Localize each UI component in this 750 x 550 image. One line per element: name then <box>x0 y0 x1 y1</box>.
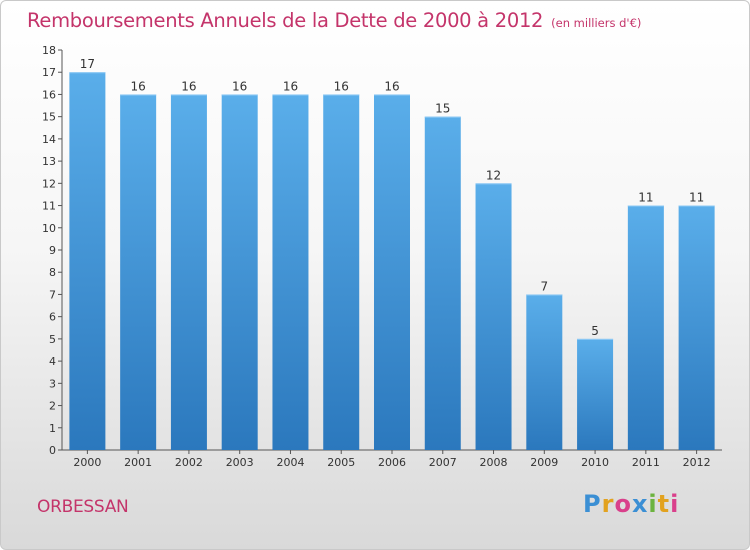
logo-letter: i <box>670 490 680 518</box>
y-tick-label: 3 <box>49 377 56 390</box>
unit-label: (en milliers d'€) <box>551 16 642 30</box>
bar <box>170 94 207 450</box>
x-tick-label: 2011 <box>632 456 660 469</box>
x-tick-label: 2005 <box>327 456 355 469</box>
title-text: Remboursements Annuels de la Dette de 20… <box>27 9 544 32</box>
value-label: 16 <box>131 79 146 93</box>
logo-letter: i <box>648 490 658 518</box>
x-tick-label: 2009 <box>530 456 558 469</box>
y-tick-label: 14 <box>42 133 56 146</box>
y-tick-label: 15 <box>42 111 56 124</box>
value-label: 7 <box>540 279 548 293</box>
x-tick-label: 2000 <box>73 456 101 469</box>
bar <box>69 72 106 450</box>
value-label: 12 <box>486 168 501 182</box>
logo-letter: r <box>601 490 615 518</box>
logo-letter: P <box>583 490 602 518</box>
logo-letter: o <box>614 490 632 518</box>
y-tick-label: 8 <box>49 266 56 279</box>
bar <box>120 94 157 450</box>
labels: 17 2000 16 2001 16 2002 16 2003 16 2004 16 2005 16 20… <box>73 57 710 469</box>
y-tick-label: 11 <box>42 200 56 213</box>
x-tick-label: 2006 <box>378 456 406 469</box>
value-label: 11 <box>638 191 653 205</box>
x-tick-label: 2002 <box>175 456 203 469</box>
y-tick-label: 9 <box>49 244 56 257</box>
y-tick-label: 5 <box>49 333 56 346</box>
bar <box>526 294 563 450</box>
bar <box>323 94 360 450</box>
x-tick-label: 2004 <box>276 456 304 469</box>
y-tick-label: 2 <box>49 400 56 413</box>
y-tick-label: 7 <box>49 288 56 301</box>
proxiti-logo: Proxiti <box>583 490 679 518</box>
logo-letter: t <box>657 490 671 518</box>
bars <box>69 72 715 451</box>
y-tick-label: 12 <box>42 177 56 190</box>
value-label: 16 <box>283 79 298 93</box>
value-label: 16 <box>384 79 399 93</box>
logo-letter: x <box>631 490 649 518</box>
bar <box>577 338 614 450</box>
y-tick-label: 13 <box>42 155 56 168</box>
bar <box>374 94 410 450</box>
y-tick-label: 4 <box>49 355 56 368</box>
x-tick-label: 2007 <box>429 456 457 469</box>
value-label: 16 <box>232 79 247 93</box>
chart-title: Remboursements Annuels de la Dette de 20… <box>27 9 641 32</box>
value-label: 16 <box>181 79 196 93</box>
bar <box>272 94 309 450</box>
x-tick-label: 2010 <box>581 456 609 469</box>
value-label: 16 <box>334 79 349 93</box>
town-name: ORBESSAN <box>37 497 129 517</box>
value-label: 5 <box>591 324 599 338</box>
y-tick-label: 18 <box>42 44 56 57</box>
x-tick-label: 2008 <box>480 456 508 469</box>
y-tick-label: 10 <box>42 222 56 235</box>
bar <box>475 183 512 451</box>
bar <box>424 116 461 451</box>
y-tick-label: 6 <box>49 311 56 324</box>
value-label: 11 <box>689 191 704 205</box>
x-tick-label: 2012 <box>683 456 711 469</box>
bar <box>678 205 715 450</box>
y-tick-label: 0 <box>49 444 56 457</box>
bar <box>627 205 664 450</box>
y-tick-label: 1 <box>49 422 56 435</box>
y-tick-label: 17 <box>42 66 56 79</box>
x-tick-label: 2003 <box>226 456 254 469</box>
bar <box>221 94 258 450</box>
value-label: 17 <box>80 57 95 71</box>
y-tick-label: 16 <box>42 88 56 101</box>
value-label: 15 <box>435 102 450 116</box>
x-tick-label: 2001 <box>124 456 152 469</box>
